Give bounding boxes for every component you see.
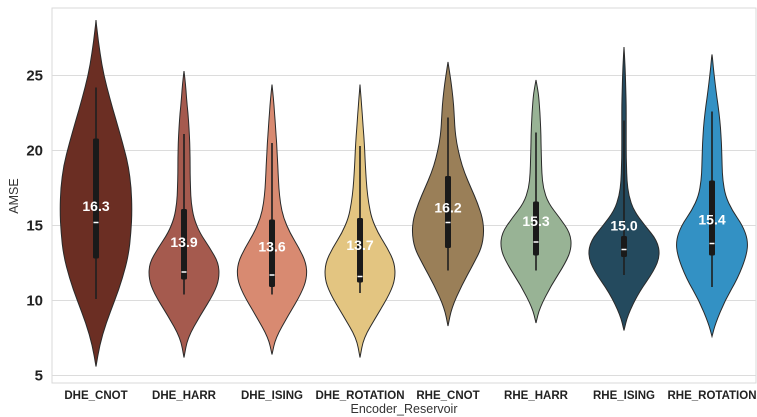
violin-iqr-box [181, 209, 187, 280]
violin-iqr-box [445, 176, 451, 248]
violin-dhe-rotation: 13.7 [324, 84, 396, 358]
violin-iqr-box [357, 218, 363, 283]
x-axis-ticks: DHE_CNOT DHE_HARR DHE_ISING DHE_ROTATION RHE… [64, 390, 756, 402]
mean-label: 15.3 [522, 213, 549, 229]
violin-rhe-harr: 15.3 [500, 79, 572, 324]
x-tick-label: DHE_ROTATION [315, 390, 404, 402]
x-tick-label: RHE_ROTATION [667, 390, 756, 402]
violin-dhe-ising: 13.6 [236, 84, 308, 355]
violin-iqr-box [621, 236, 627, 257]
violin-dhe-harr: 13.9 [148, 70, 220, 358]
violin-dhe-cnot: 16.3 [59, 19, 133, 367]
y-tick-label: 10 [26, 293, 43, 310]
violin-rhe-ising: 15.0 [588, 46, 660, 331]
violins: 16.3 13.9 13.6 13.7 16.2 15.3 15.0 15.4 [59, 19, 748, 367]
y-tick-label: 20 [26, 143, 43, 160]
violin-iqr-box [269, 219, 275, 287]
x-tick-label: DHE_HARR [152, 390, 217, 402]
mean-label: 13.9 [170, 234, 197, 250]
mean-label: 15.0 [610, 218, 637, 234]
x-axis-label: Encoder_Reservoir [351, 402, 458, 416]
y-axis-label: AMSE [7, 178, 21, 213]
mean-label: 16.2 [434, 200, 461, 216]
x-tick-label: RHE_CNOT [416, 390, 479, 402]
mean-label: 13.7 [346, 237, 373, 253]
plot-area [51, 7, 757, 384]
violin-iqr-box [93, 138, 99, 259]
violin-rhe-cnot: 16.2 [411, 61, 485, 327]
y-tick-label: 5 [35, 368, 43, 385]
mean-label: 13.6 [258, 239, 285, 255]
mean-label: 15.4 [698, 212, 725, 228]
y-axis-ticks: 5 10 15 20 25 [26, 68, 43, 385]
violin-iqr-box [709, 180, 715, 256]
x-tick-label: RHE_ISING [593, 390, 655, 402]
mean-label: 16.3 [82, 198, 109, 214]
x-tick-label: DHE_ISING [241, 390, 303, 402]
violin-rhe-rotation: 15.4 [676, 54, 748, 339]
x-tick-label: RHE_HARR [504, 390, 569, 402]
x-tick-label: DHE_CNOT [64, 390, 127, 402]
y-tick-label: 25 [26, 68, 43, 85]
y-tick-label: 15 [26, 218, 43, 235]
